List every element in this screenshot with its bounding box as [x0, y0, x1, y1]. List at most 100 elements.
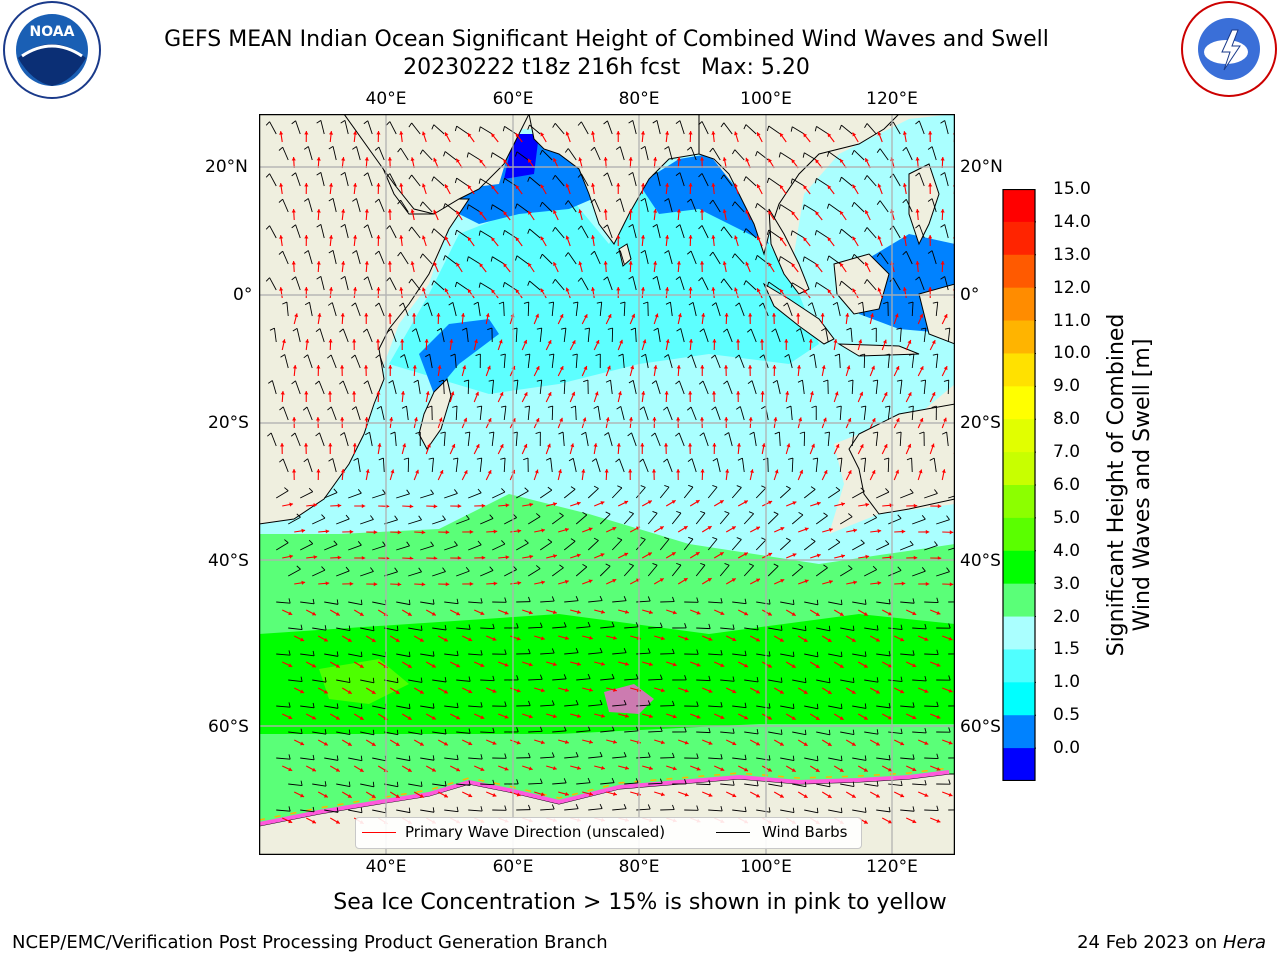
sea-ice-caption: Sea Ice Concentration > 15% is shown in …	[333, 890, 947, 915]
wind-barb	[456, 731, 471, 734]
wind-barb	[924, 809, 939, 811]
wind-barb	[864, 679, 879, 683]
wind-barb	[432, 731, 447, 735]
wind-barb	[743, 513, 754, 525]
wind-barb	[690, 198, 697, 213]
wind-barb	[456, 125, 469, 135]
wind-barb	[282, 146, 289, 161]
wind-barb	[595, 458, 601, 473]
wind-barb	[588, 652, 603, 655]
wind-barb	[372, 545, 386, 551]
wind-barb	[307, 146, 313, 161]
wind-barb	[813, 354, 817, 369]
colorbar-segment	[1003, 353, 1035, 387]
wind-barb	[756, 601, 771, 605]
wind-barb	[432, 627, 447, 631]
wind-barb	[366, 328, 373, 343]
colorbar-label: 5.0	[1053, 507, 1081, 528]
wind-barb	[433, 176, 445, 187]
wind-barb	[539, 541, 553, 551]
wind-barb	[360, 731, 375, 736]
wind-barb	[599, 513, 611, 525]
wind-barb	[703, 432, 709, 447]
wind-barb	[695, 564, 706, 577]
wind-barb	[816, 783, 831, 788]
wind-barb	[367, 380, 373, 395]
wind-barb	[320, 172, 325, 187]
wind-barb	[635, 539, 646, 551]
wind-barb	[594, 251, 601, 265]
wind-barb	[632, 276, 637, 291]
wind-barb	[745, 124, 757, 135]
wind-barb	[504, 229, 517, 239]
colorbar-label: 7.0	[1053, 442, 1081, 463]
wind-barb	[408, 571, 422, 577]
wind-barb	[643, 406, 649, 421]
wind-barb	[567, 252, 577, 265]
wind-barb	[767, 513, 779, 525]
wind-barb	[892, 225, 901, 239]
wind-barb	[912, 627, 927, 630]
wind-barb	[631, 432, 637, 447]
wind-barb	[527, 301, 530, 317]
lon-tick-top: 60°E	[492, 89, 534, 109]
wind-barb	[295, 224, 301, 239]
wind-barb	[492, 256, 505, 265]
wind-barb	[324, 492, 338, 499]
wind-barb	[479, 458, 483, 473]
wind-barb	[348, 757, 363, 762]
wind-barb	[707, 538, 718, 551]
wind-barb	[491, 380, 494, 395]
wind-barb	[853, 253, 865, 265]
wind-barb	[422, 149, 433, 161]
wind-barb	[422, 201, 433, 213]
wind-barb	[411, 174, 421, 187]
wind-barb	[905, 147, 913, 161]
graticule	[259, 114, 955, 855]
wind-barb	[839, 516, 853, 525]
wind-barb	[282, 458, 289, 473]
wind-barb	[369, 432, 373, 447]
wind-barb	[841, 228, 853, 239]
wind-barb	[828, 203, 841, 213]
wind-barb	[756, 809, 771, 813]
wind-barb	[738, 302, 745, 317]
lon-tick-top: 40°E	[365, 89, 407, 109]
wind-barb	[671, 564, 682, 577]
wind-barb	[936, 519, 950, 525]
wind-barb	[396, 757, 411, 762]
wind-barb	[892, 173, 901, 187]
wind-barb	[411, 122, 421, 135]
wind-barb	[355, 302, 361, 317]
colorbar-label: 12.0	[1053, 277, 1091, 298]
wind-barb	[336, 679, 351, 684]
wind-barb	[420, 757, 435, 761]
colorbar-label: 0.0	[1053, 738, 1081, 759]
wind-barb	[864, 569, 877, 577]
wind-barb	[580, 173, 589, 187]
wind-barb	[804, 256, 817, 265]
wind-barb	[892, 121, 901, 135]
wind-barb	[924, 757, 939, 759]
wind-barb	[295, 276, 301, 291]
wind-barb	[552, 678, 567, 681]
wind-barb	[270, 432, 277, 447]
wind-barb	[852, 601, 867, 605]
wind-barb	[612, 808, 627, 811]
wind-barb	[816, 731, 831, 736]
wind-barb	[935, 302, 939, 317]
wind-barb	[791, 514, 804, 525]
wind-barb	[468, 204, 481, 213]
wind-barb	[504, 281, 517, 291]
wind-barb	[360, 519, 374, 525]
wind-barb	[480, 627, 495, 630]
wind-barb	[786, 302, 793, 317]
wind-barb	[750, 328, 757, 343]
wind-barb	[400, 251, 409, 265]
wind-barb	[529, 228, 541, 239]
wind-barb	[695, 512, 706, 525]
wind-barb	[944, 224, 949, 239]
noaa-logo-text: NOAA	[30, 24, 75, 40]
wind-barb	[780, 653, 795, 658]
wind-barb	[480, 569, 494, 577]
